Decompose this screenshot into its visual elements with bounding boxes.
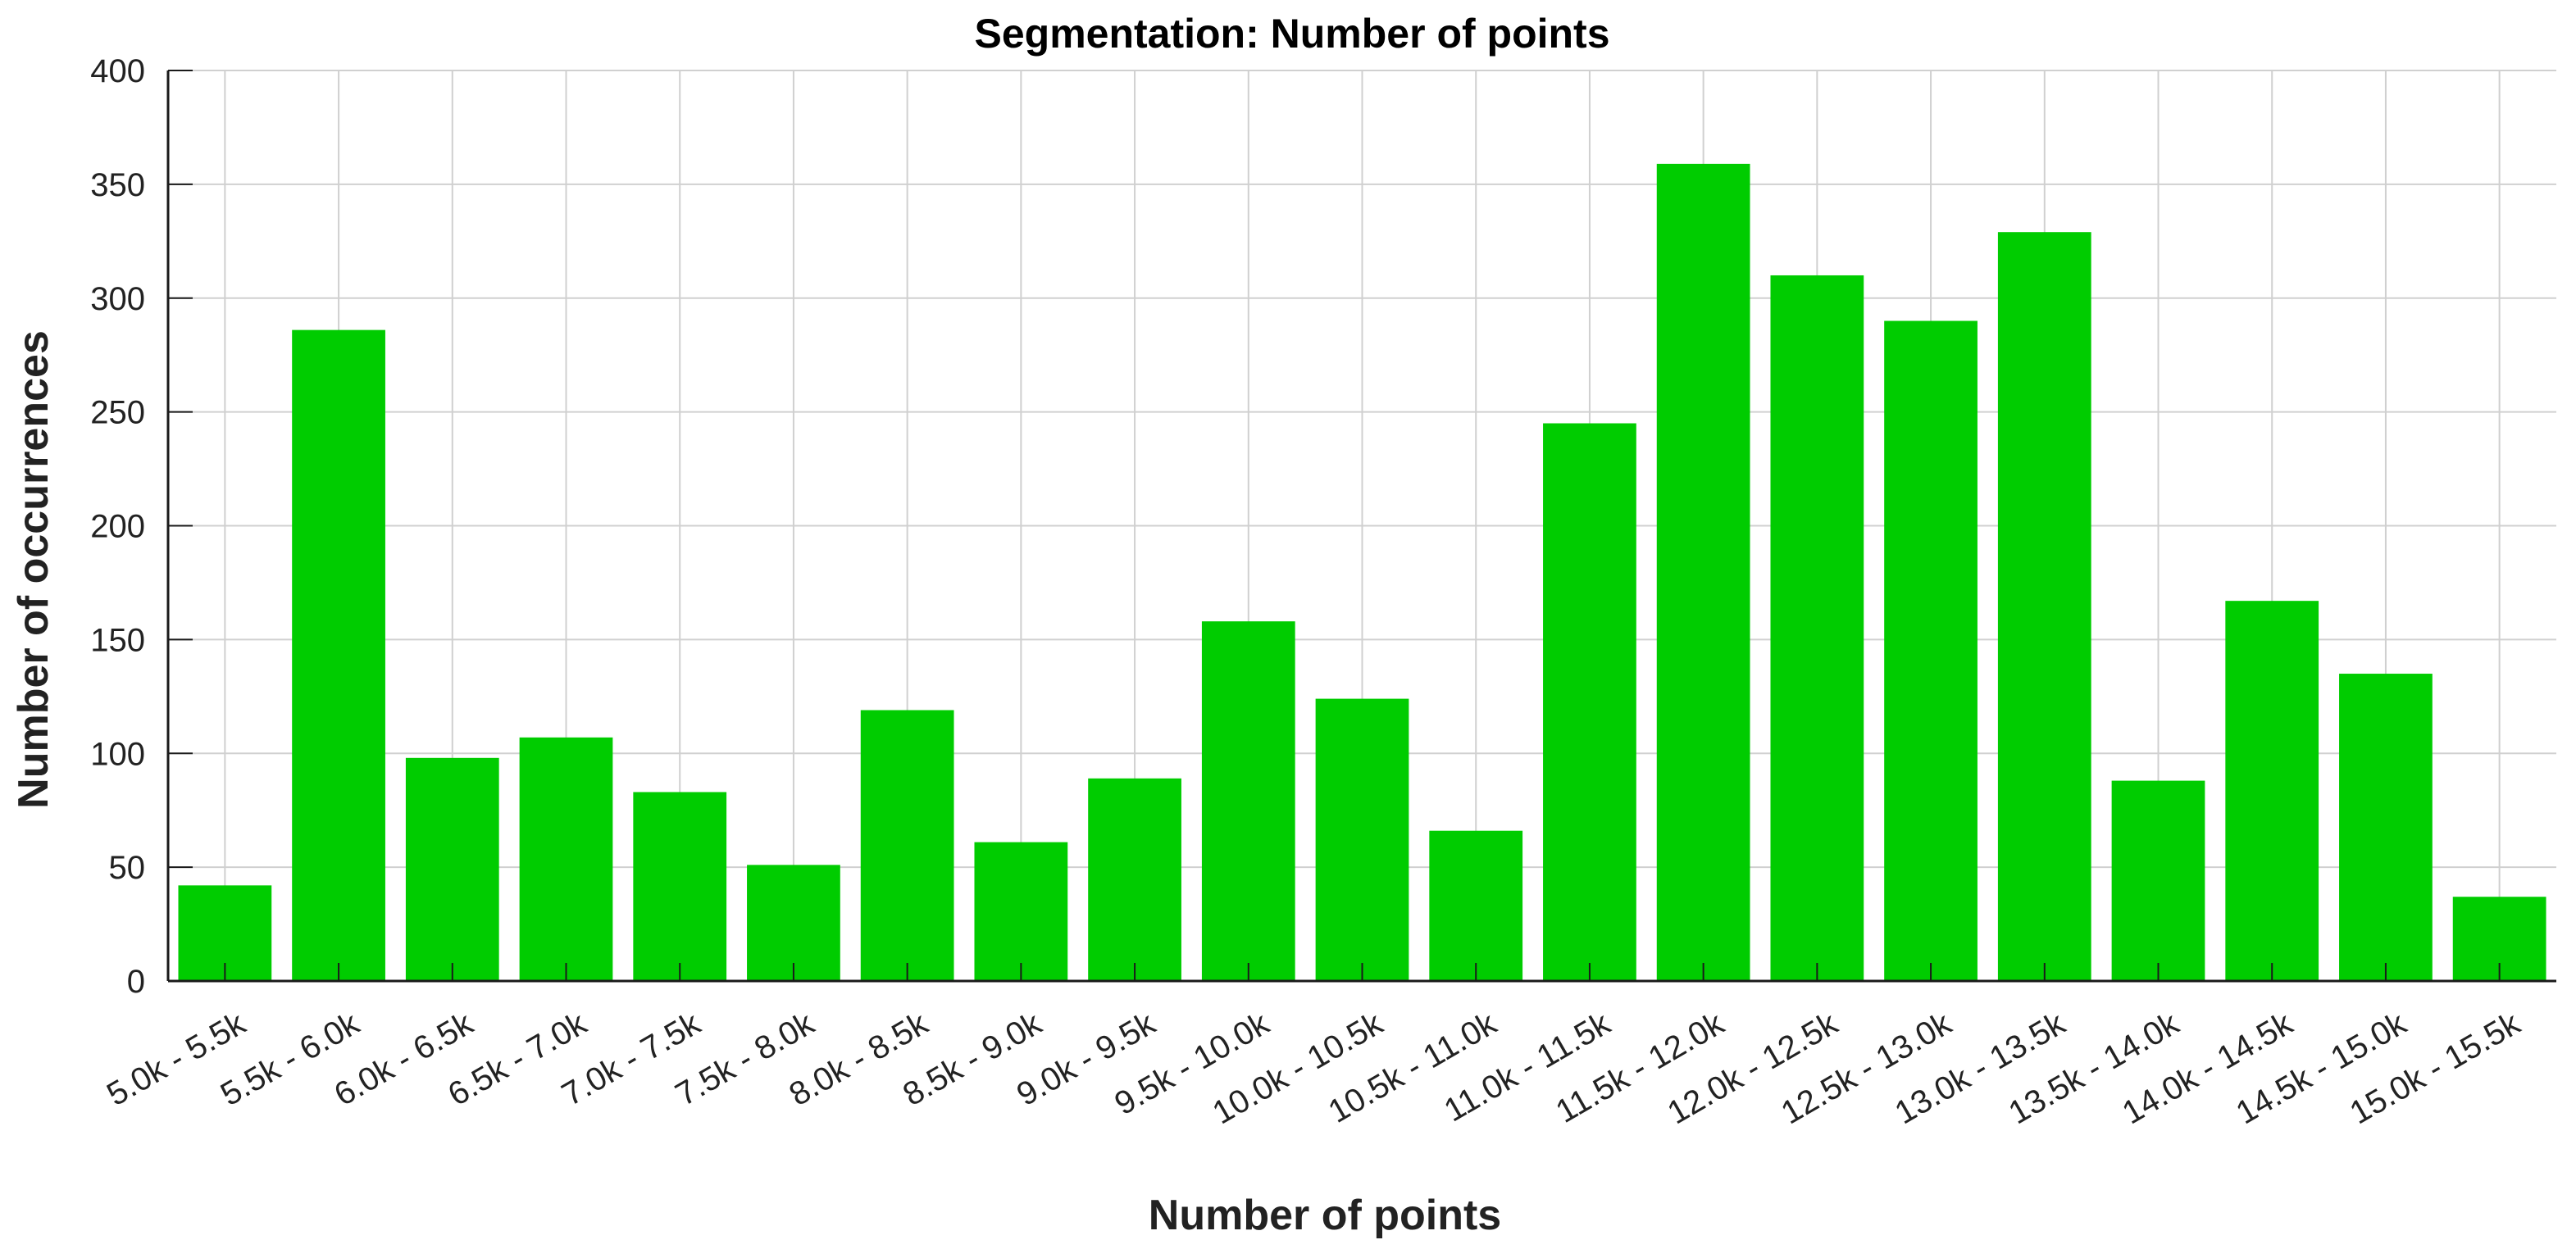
y-tick-label: 300 — [90, 281, 145, 317]
y-tick-label: 100 — [90, 736, 145, 772]
bar — [747, 865, 840, 981]
x-axis-label: Number of points — [1149, 1192, 1501, 1239]
bar — [1770, 275, 1864, 982]
y-tick-label: 0 — [127, 964, 145, 1000]
chart-title: Segmentation: Number of points — [975, 11, 1610, 57]
y-tick-label: 250 — [90, 395, 145, 431]
y-tick-label: 400 — [90, 53, 145, 89]
bar — [1088, 778, 1181, 981]
bar — [1429, 830, 1523, 981]
bar — [1201, 621, 1295, 981]
bar — [519, 737, 613, 981]
y-tick-label: 150 — [90, 622, 145, 658]
axes — [166, 70, 2556, 983]
bar — [1997, 232, 2091, 981]
bar — [2111, 780, 2205, 981]
bar — [1543, 423, 1636, 981]
y-tick-labels: 0 50 100 150 200 250 300 350 400 — [90, 53, 145, 1000]
bars — [178, 163, 2546, 982]
bar — [1315, 698, 1409, 981]
bar — [633, 792, 727, 981]
bar — [1884, 320, 1978, 981]
bar — [974, 842, 1068, 981]
bar — [292, 329, 385, 981]
bar — [2339, 674, 2433, 981]
y-tick-label: 200 — [90, 509, 145, 545]
bar — [860, 710, 954, 981]
bar — [405, 757, 499, 981]
y-axis-label: Number of occurrences — [10, 330, 57, 809]
y-tick-label: 50 — [109, 850, 146, 886]
x-tick-labels: 5.0k - 5.5k5.5k - 6.0k6.0k - 6.5k6.5k - … — [101, 1005, 2527, 1131]
y-tick-label: 350 — [90, 167, 145, 203]
bar — [2225, 601, 2319, 981]
bar — [1656, 163, 1750, 981]
